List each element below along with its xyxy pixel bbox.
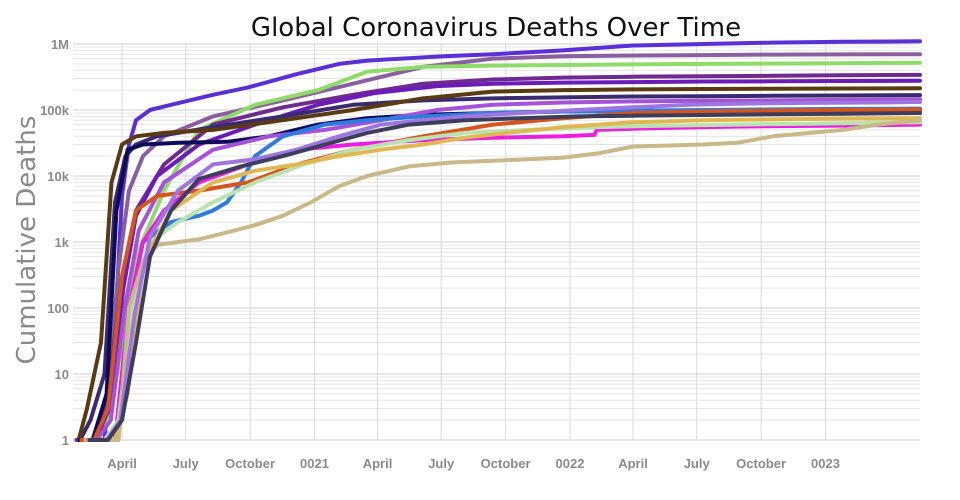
y-tick-label: 1M bbox=[51, 37, 69, 52]
x-axis-ticks: April July October 0021 April July October 0022… bbox=[107, 456, 840, 471]
y-tick-label: 1 bbox=[62, 433, 69, 448]
y-axis-ticks: 1 10 100 1k 10k 100k 1M bbox=[40, 37, 70, 448]
y-tick-label: 100 bbox=[47, 301, 69, 316]
x-tick-label: April bbox=[618, 456, 648, 471]
series-line-10 bbox=[82, 106, 922, 442]
series-line-7 bbox=[76, 86, 922, 442]
x-tick-label: October bbox=[736, 456, 786, 471]
y-tick-label: 1k bbox=[55, 235, 70, 250]
x-tick-label: April bbox=[363, 456, 393, 471]
series-line-13 bbox=[85, 120, 922, 442]
x-tick-label: July bbox=[428, 456, 455, 471]
y-tick-label: 10 bbox=[55, 367, 69, 382]
x-tick-label: October bbox=[481, 456, 531, 471]
y-axis-label: Cumulative Deaths bbox=[12, 116, 42, 365]
series-line-6 bbox=[78, 93, 922, 442]
x-tick-label: April bbox=[107, 456, 137, 471]
series-line-16 bbox=[86, 100, 922, 442]
series-line-15 bbox=[106, 118, 922, 442]
x-tick-label: July bbox=[173, 456, 200, 471]
y-tick-label: 10k bbox=[47, 169, 69, 184]
series-line-9 bbox=[80, 97, 922, 442]
series-line-17 bbox=[87, 111, 922, 442]
series-lines bbox=[74, 39, 922, 442]
x-tick-label: October bbox=[225, 456, 275, 471]
x-tick-label: 0021 bbox=[300, 456, 329, 471]
x-tick-label: 0023 bbox=[811, 456, 840, 471]
series-line-5 bbox=[80, 78, 922, 442]
x-tick-label: 0022 bbox=[556, 456, 585, 471]
chart-title: Global Coronavirus Deaths Over Time bbox=[251, 13, 741, 43]
y-tick-label: 100k bbox=[40, 103, 70, 118]
x-tick-label: July bbox=[684, 456, 711, 471]
